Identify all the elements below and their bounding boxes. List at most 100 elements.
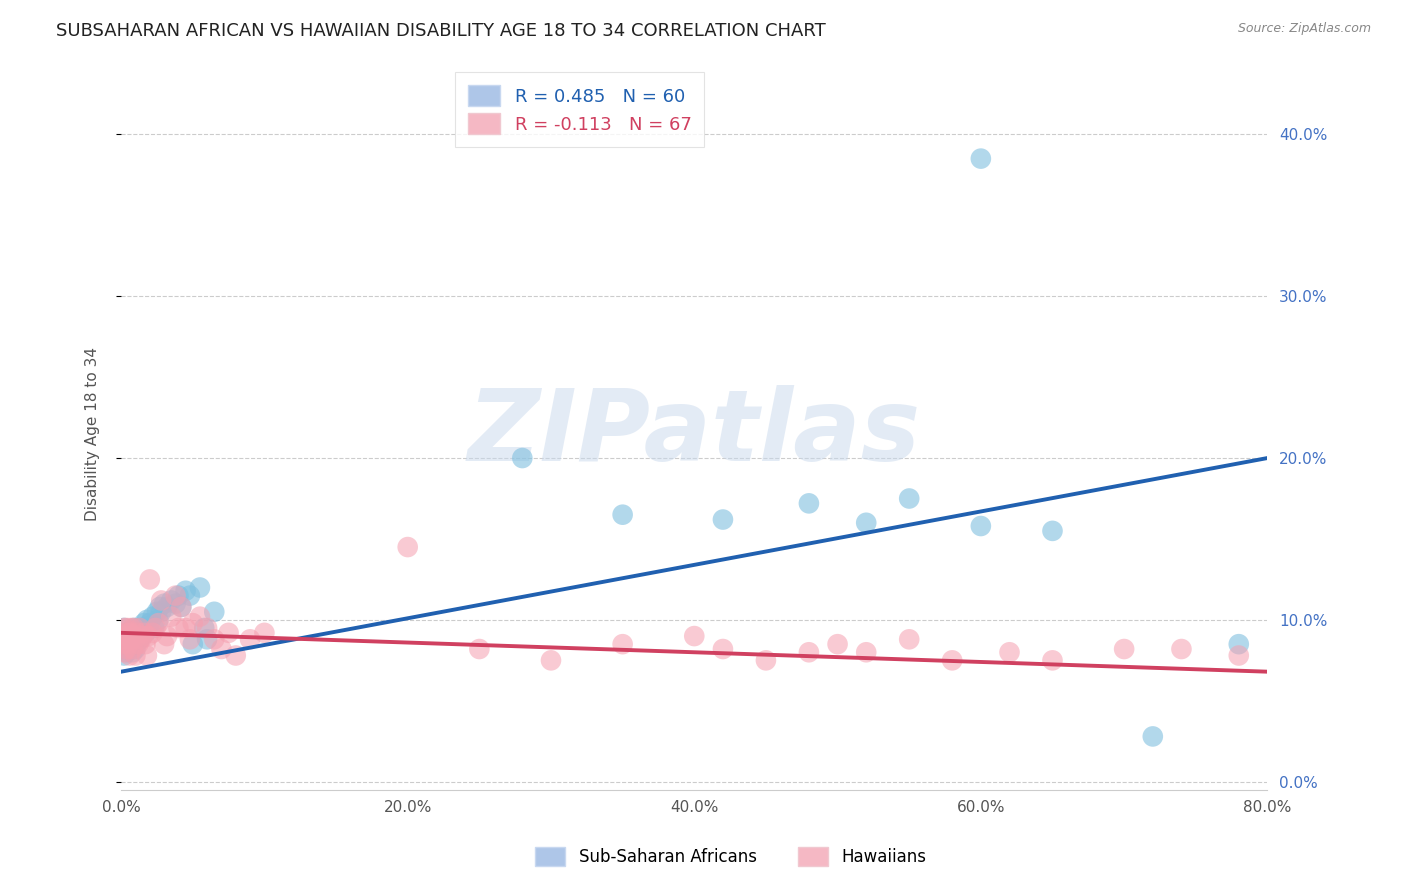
Point: [167, 589, 190, 603]
Point: [131, 629, 153, 643]
Point: [827, 637, 849, 651]
Point: [121, 645, 143, 659]
Point: [125, 625, 148, 640]
Point: [468, 642, 491, 657]
Point: [188, 581, 211, 595]
Point: [112, 648, 135, 663]
Point: [396, 540, 419, 554]
Point: [143, 621, 166, 635]
Point: [160, 609, 183, 624]
Point: [138, 619, 160, 633]
Point: [179, 589, 201, 603]
Point: [117, 637, 139, 651]
Point: [120, 634, 142, 648]
Point: [188, 609, 211, 624]
Point: [120, 621, 142, 635]
Text: Source: ZipAtlas.com: Source: ZipAtlas.com: [1237, 22, 1371, 36]
Point: [855, 516, 877, 530]
Point: [239, 632, 262, 647]
Point: [797, 496, 820, 510]
Point: [149, 599, 172, 614]
Point: [128, 621, 150, 635]
Y-axis label: Disability Age 18 to 34: Disability Age 18 to 34: [86, 347, 100, 521]
Point: [797, 645, 820, 659]
Point: [112, 645, 135, 659]
Point: [112, 621, 135, 635]
Point: [117, 629, 139, 643]
Point: [612, 637, 634, 651]
Point: [122, 637, 145, 651]
Point: [195, 632, 218, 647]
Point: [124, 642, 146, 657]
Point: [115, 625, 138, 640]
Point: [118, 642, 141, 657]
Point: [855, 645, 877, 659]
Point: [112, 621, 135, 635]
Point: [121, 629, 143, 643]
Point: [898, 632, 921, 647]
Point: [114, 637, 136, 651]
Point: [170, 599, 193, 614]
Legend: Sub-Saharan Africans, Hawaiians: Sub-Saharan Africans, Hawaiians: [522, 833, 941, 880]
Point: [114, 625, 136, 640]
Point: [898, 491, 921, 506]
Point: [165, 597, 187, 611]
Point: [1042, 524, 1064, 538]
Point: [153, 597, 176, 611]
Point: [1170, 642, 1192, 657]
Point: [1042, 653, 1064, 667]
Point: [139, 573, 162, 587]
Point: [755, 653, 778, 667]
Point: [167, 621, 190, 635]
Point: [225, 648, 247, 663]
Point: [139, 616, 162, 631]
Point: [120, 632, 142, 647]
Point: [253, 625, 276, 640]
Point: [711, 642, 734, 657]
Point: [122, 621, 145, 635]
Point: [1227, 648, 1250, 663]
Point: [148, 613, 170, 627]
Point: [174, 583, 197, 598]
Point: [148, 616, 170, 631]
Point: [128, 632, 150, 647]
Point: [118, 625, 141, 640]
Point: [156, 599, 179, 614]
Point: [111, 642, 134, 657]
Point: [150, 605, 173, 619]
Point: [111, 637, 134, 651]
Point: [115, 645, 138, 659]
Point: [117, 635, 139, 649]
Point: [540, 653, 562, 667]
Point: [120, 623, 142, 637]
Point: [218, 625, 240, 640]
Text: ZIPatlas: ZIPatlas: [468, 385, 921, 483]
Point: [970, 152, 993, 166]
Legend: R = 0.485   N = 60, R = -0.113   N = 67: R = 0.485 N = 60, R = -0.113 N = 67: [456, 72, 704, 146]
Point: [114, 632, 136, 647]
Point: [122, 621, 145, 635]
Point: [202, 632, 225, 647]
Point: [129, 629, 152, 643]
Point: [134, 637, 156, 651]
Point: [135, 648, 157, 663]
Point: [124, 648, 146, 663]
Point: [124, 632, 146, 647]
Point: [127, 621, 149, 635]
Point: [209, 642, 232, 657]
Point: [181, 637, 204, 651]
Point: [165, 589, 187, 603]
Point: [512, 450, 534, 465]
Point: [1227, 637, 1250, 651]
Point: [174, 621, 197, 635]
Point: [138, 629, 160, 643]
Point: [121, 629, 143, 643]
Point: [118, 632, 141, 647]
Point: [941, 653, 963, 667]
Point: [142, 609, 165, 624]
Point: [193, 621, 215, 635]
Point: [146, 605, 169, 619]
Point: [127, 637, 149, 651]
Point: [121, 642, 143, 657]
Point: [150, 593, 173, 607]
